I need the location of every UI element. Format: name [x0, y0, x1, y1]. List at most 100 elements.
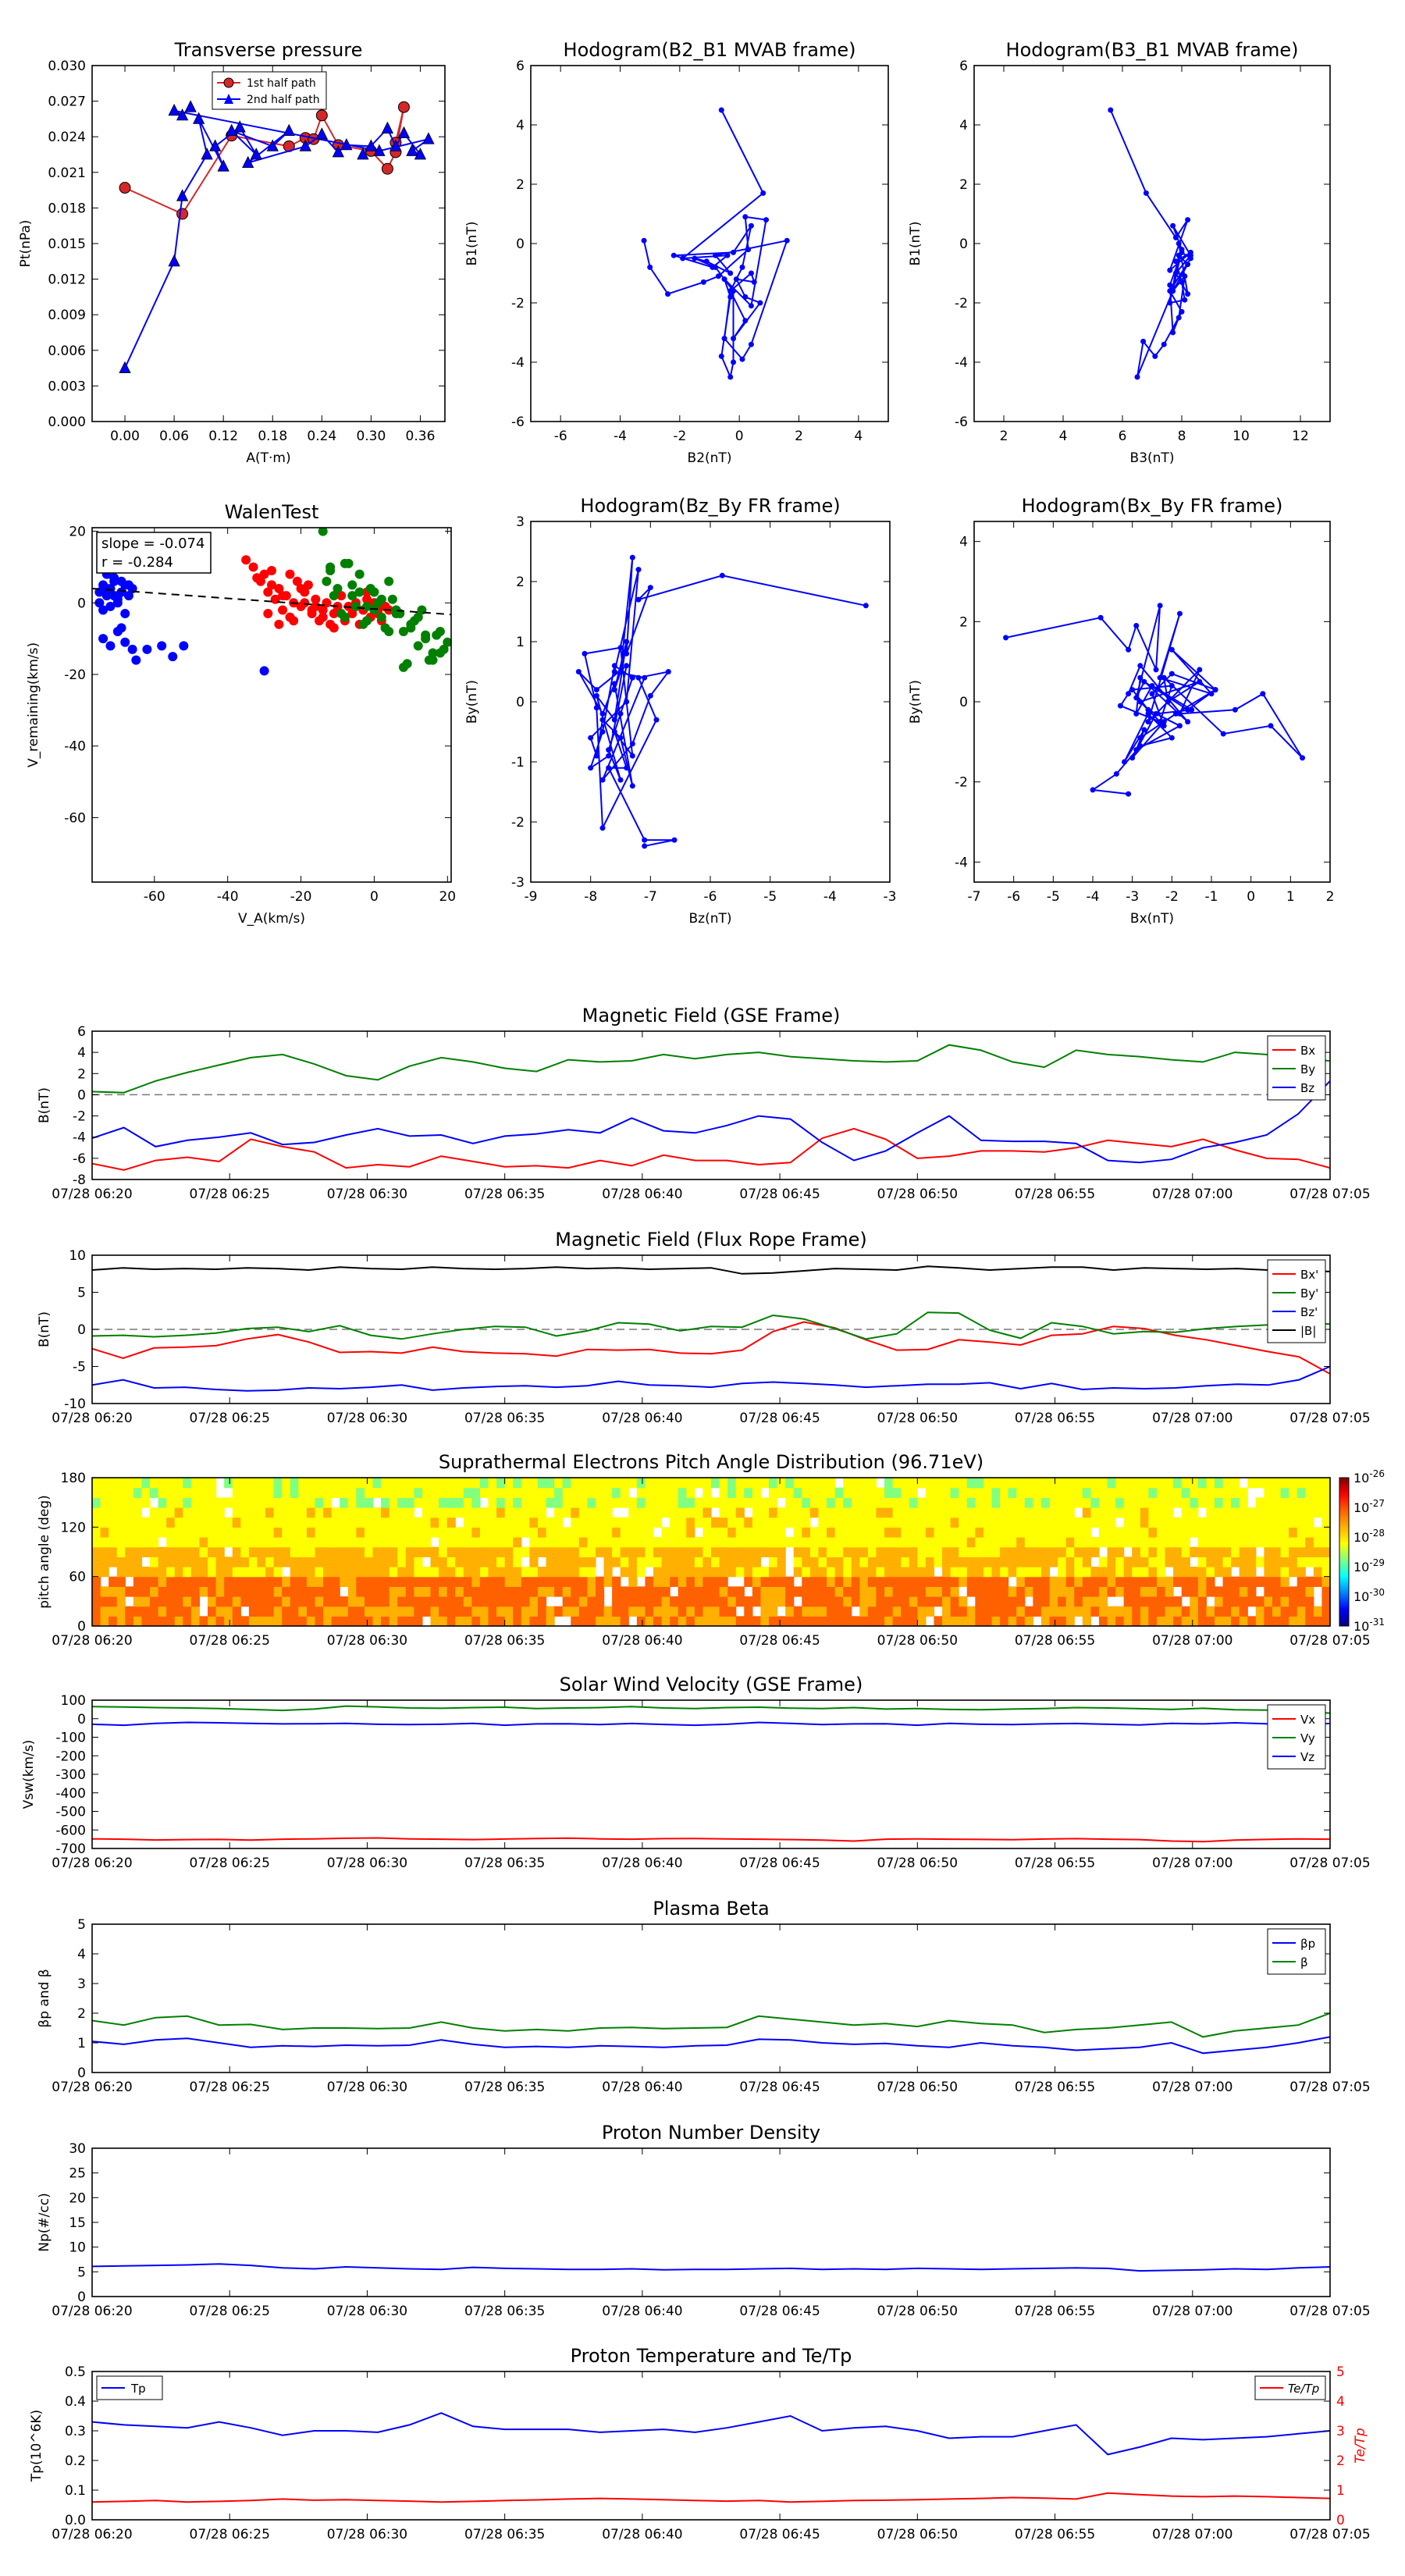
heatmap-cell: [603, 1478, 613, 1489]
heatmap-cell: [1289, 1517, 1298, 1528]
heatmap-cell: [174, 1478, 183, 1489]
heatmap-cell: [1297, 1487, 1306, 1498]
heatmap-cell: [975, 1537, 984, 1548]
heatmap-cell: [1181, 1586, 1190, 1597]
heatmap-cell: [1058, 1616, 1067, 1627]
x-tick-label: 20: [439, 889, 456, 905]
heatmap-cell: [471, 1596, 481, 1607]
y-tick-label: -2: [511, 296, 525, 311]
heatmap-cell: [290, 1517, 299, 1528]
heatmap-cell: [670, 1557, 679, 1567]
axes-frame: [91, 2371, 1331, 2521]
axes-frame: [91, 65, 446, 422]
heatmap-cell: [661, 1497, 670, 1508]
plot-area: [641, 107, 790, 380]
data-point: [1141, 727, 1147, 733]
heatmap-cell: [1289, 1537, 1298, 1548]
y-tick-label: -2: [73, 1109, 86, 1125]
heatmap-cell: [1024, 1606, 1033, 1617]
heatmap-cell: [959, 1517, 968, 1528]
heatmap-cell: [397, 1586, 407, 1597]
heatmap-cell: [1156, 1527, 1166, 1538]
heatmap-cell: [1197, 1557, 1207, 1567]
heatmap-cell: [331, 1478, 340, 1489]
heatmap-cell: [323, 1497, 333, 1508]
data-point: [318, 528, 328, 536]
heatmap-cell: [991, 1557, 1001, 1567]
heatmap-cell: [1305, 1606, 1314, 1617]
data-point: [692, 255, 698, 262]
data-point: [398, 626, 408, 636]
heatmap-cell: [793, 1497, 802, 1508]
heatmap-cell: [769, 1596, 778, 1607]
heatmap-cell: [1313, 1497, 1323, 1508]
data-point: [201, 148, 213, 160]
heatmap-cell: [1222, 1517, 1232, 1528]
heatmap-cell: [537, 1487, 547, 1498]
heatmap-cell: [248, 1616, 258, 1627]
heatmap-cell: [1197, 1576, 1207, 1587]
heatmap-cell: [917, 1497, 927, 1508]
y-tick-label: -4: [511, 355, 525, 371]
heatmap-cell: [834, 1527, 844, 1538]
heatmap-cell: [901, 1557, 910, 1567]
heatmap-cell: [265, 1616, 275, 1627]
heatmap-cell: [809, 1557, 820, 1567]
data-point: [713, 264, 719, 270]
heatmap-cell: [809, 1478, 820, 1489]
heatmap-cell: [479, 1557, 489, 1567]
series-line-Vz: [92, 1721, 1330, 1727]
heatmap-cell: [653, 1606, 663, 1617]
heatmap-cell: [356, 1517, 365, 1528]
heatmap-cell: [809, 1546, 820, 1557]
heatmap-cell: [513, 1497, 522, 1508]
plot-area: [92, 528, 451, 676]
data-point: [1137, 735, 1144, 741]
data-point: [109, 591, 119, 601]
heatmap-cell: [347, 1606, 357, 1617]
heatmap-cell: [802, 1616, 811, 1627]
heatmap-cell: [827, 1527, 836, 1538]
heatmap-cell: [1206, 1507, 1215, 1518]
heatmap-cell: [909, 1586, 918, 1597]
heatmap-cell: [405, 1546, 414, 1557]
data-point: [647, 585, 653, 591]
legend-label: By': [1300, 1286, 1318, 1300]
heatmap-cell: [389, 1606, 398, 1617]
data-point: [373, 144, 386, 156]
heatmap-cell: [546, 1487, 555, 1498]
heatmap-cell: [273, 1596, 283, 1607]
heatmap-cell: [215, 1507, 225, 1518]
heatmap-cell: [636, 1507, 646, 1518]
heatmap-cell: [1297, 1517, 1306, 1528]
heatmap-cell: [513, 1546, 522, 1557]
x-tick-label: -6: [554, 429, 567, 444]
heatmap-cell: [463, 1487, 472, 1498]
heatmap-cell: [727, 1586, 737, 1597]
heatmap-cell: [686, 1606, 695, 1617]
axes-frame: [91, 527, 452, 883]
heatmap-cell: [439, 1478, 448, 1489]
x-tick-label: 07/28 07:05: [1289, 1633, 1370, 1649]
series-line-Bz: [92, 1365, 1330, 1392]
heatmap-cell: [587, 1497, 596, 1508]
heatmap-cell: [661, 1567, 670, 1578]
data-point: [617, 777, 624, 783]
heatmap-cell: [595, 1487, 605, 1498]
heatmap-cell: [1239, 1517, 1248, 1528]
heatmap-cell: [141, 1478, 151, 1489]
heatmap-cell: [290, 1497, 299, 1508]
heatmap-cell: [496, 1606, 506, 1617]
annotation-box: [96, 532, 212, 574]
heatmap-cell: [414, 1546, 423, 1557]
heatmap-cell: [108, 1557, 118, 1567]
heatmap-cell: [1214, 1567, 1224, 1578]
heatmap-cell: [1190, 1478, 1199, 1489]
colorbar: [1339, 1477, 1350, 1627]
data-point: [300, 598, 310, 608]
heatmap-cell: [793, 1507, 802, 1518]
heatmap-cell: [603, 1576, 613, 1587]
heatmap-cell: [306, 1478, 316, 1489]
heatmap-cell: [727, 1606, 737, 1617]
